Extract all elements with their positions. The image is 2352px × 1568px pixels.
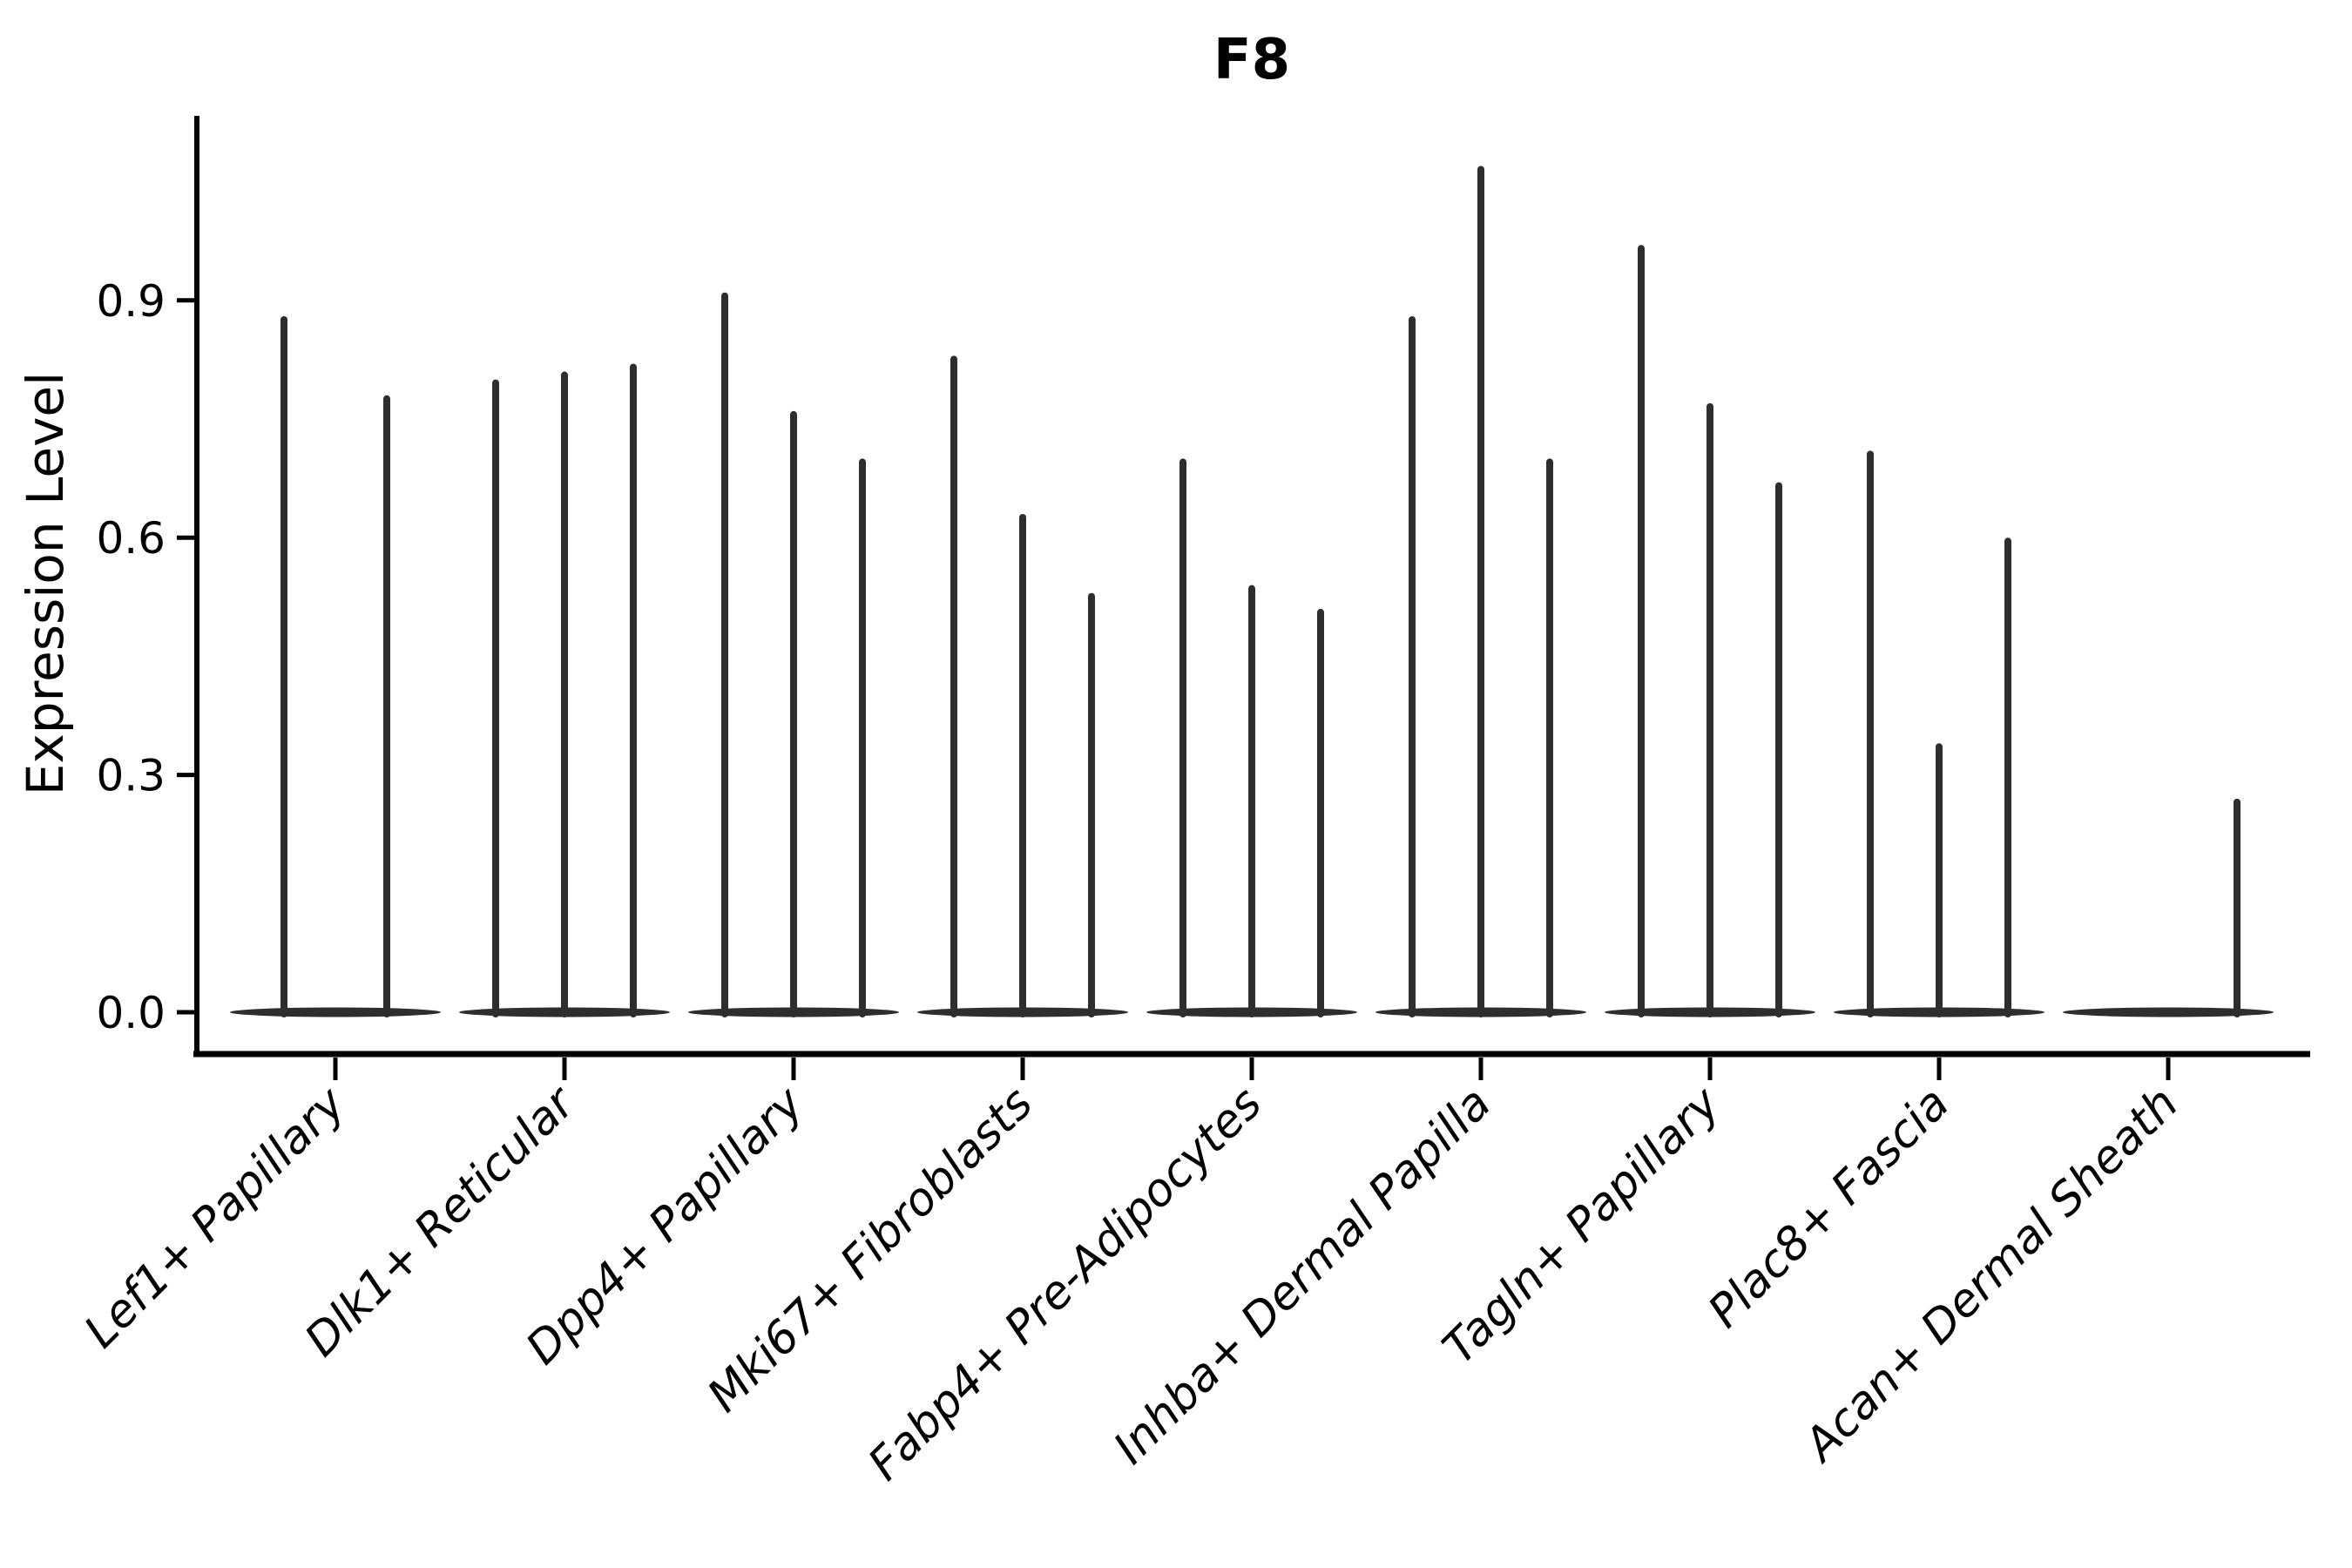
plot-title: F8: [1213, 28, 1290, 92]
x-tick-label: Plac8+ Fascia: [1699, 1078, 1959, 1338]
y-tick-label: 0.0: [96, 988, 166, 1038]
violin-base: [230, 1007, 441, 1017]
violin-layer: [230, 166, 2274, 1017]
y-tick-label: 0.9: [96, 276, 166, 327]
axes-layer: [177, 116, 2310, 1080]
violin-base: [2063, 1007, 2274, 1017]
x-tick-label: Inhba+ Dermal Papilla: [1104, 1078, 1501, 1475]
x-tick-label: Fabp4+ Pre-Adipocytes: [859, 1078, 1273, 1491]
y-axis-label: Expression Level: [16, 372, 75, 795]
y-tick-label: 0.6: [96, 513, 166, 564]
x-tick-label: Acan+ Dermal Sheath: [1793, 1078, 2188, 1473]
y-tick-label: 0.3: [96, 751, 166, 801]
